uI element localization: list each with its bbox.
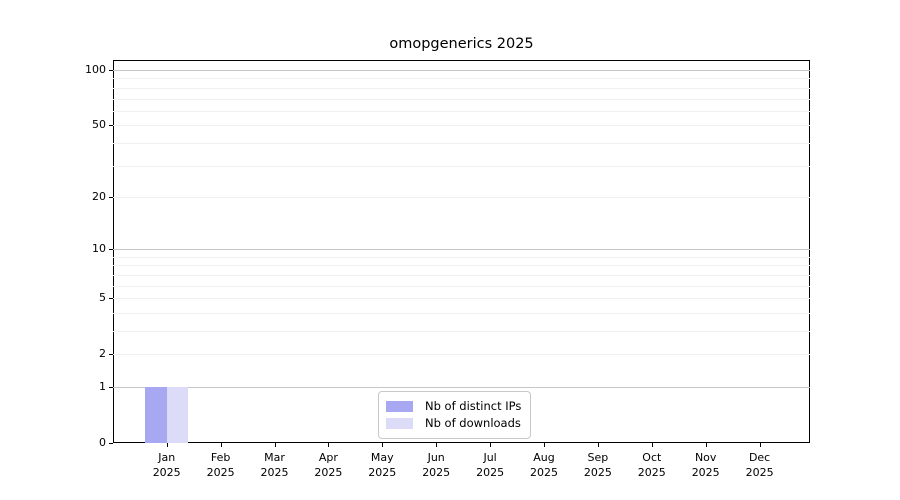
plot-area	[113, 60, 810, 447]
gridline-minor-70	[113, 98, 810, 100]
x-tick-mark-feb	[220, 443, 222, 447]
y-tick-label-2: 2	[99, 347, 106, 361]
y-tick-label-20: 20	[92, 189, 106, 203]
x-tick-year: 2025	[637, 465, 666, 479]
x-tick-label-jan: Jan 2025	[139, 451, 195, 480]
x-tick-mark-dec	[759, 443, 761, 447]
bar-nb-of-distinct-ips-jan	[145, 387, 167, 443]
gridline-minor-50	[113, 125, 810, 127]
x-tick-year: 2025	[745, 465, 774, 479]
x-tick-mark-jul	[490, 443, 492, 447]
x-tick-mark-may	[382, 443, 384, 447]
y-tick-mark-100	[109, 70, 113, 71]
x-tick-year: 2025	[152, 465, 181, 479]
x-tick-year: 2025	[206, 465, 235, 479]
x-tick-label-apr: Apr 2025	[300, 451, 356, 480]
y-tick-mark-1	[109, 387, 113, 388]
x-tick-month: Apr	[318, 451, 338, 464]
x-tick-label-may: May 2025	[354, 451, 410, 480]
gridline-minor-9	[113, 256, 810, 258]
x-tick-year: 2025	[422, 465, 451, 479]
y-tick-mark-0	[109, 443, 113, 444]
legend-label-downloads: Nb of downloads	[425, 416, 521, 430]
x-tick-month: May	[370, 451, 394, 464]
gridline-minor-7	[113, 274, 810, 276]
x-tick-month: Sep	[587, 451, 609, 464]
x-tick-month: Jul	[483, 451, 497, 464]
x-tick-month: Dec	[748, 451, 771, 464]
x-tick-mark-jun	[436, 443, 438, 447]
x-tick-month: Oct	[642, 451, 662, 464]
x-tick-year: 2025	[476, 465, 505, 479]
y-tick-mark-2	[109, 354, 113, 356]
gridline-minor-30	[113, 165, 810, 167]
x-tick-year: 2025	[314, 465, 343, 479]
y-tick-label-1: 1	[99, 380, 106, 393]
x-tick-mark-oct	[651, 443, 653, 447]
y-tick-mark-5	[109, 298, 113, 300]
x-tick-label-feb: Feb 2025	[193, 451, 249, 480]
y-tick-label-10: 10	[92, 242, 106, 256]
y-tick-label-100: 100	[85, 63, 106, 76]
legend-item-downloads: Nb of downloads	[386, 416, 521, 431]
x-tick-label-aug: Aug 2025	[516, 451, 572, 480]
bar-nb-of-downloads-jan	[166, 387, 189, 443]
gridline-minor-5	[113, 298, 810, 300]
x-tick-mark-jan	[166, 443, 168, 447]
gridline-minor-8	[113, 265, 810, 267]
x-tick-year: 2025	[583, 465, 612, 479]
legend: Nb of distinct IPs Nb of downloads	[378, 391, 532, 439]
gridline-minor-20	[113, 196, 810, 198]
x-tick-mark-apr	[328, 443, 330, 447]
y-tick-mark-20	[109, 196, 113, 198]
legend-swatch-downloads-icon	[386, 418, 413, 429]
x-tick-label-oct: Oct 2025	[624, 451, 680, 480]
x-tick-label-jun: Jun 2025	[408, 451, 464, 480]
legend-label-distinct-ips: Nb of distinct IPs	[425, 399, 522, 413]
x-tick-month: Mar	[264, 451, 285, 464]
chart-title: omopgenerics 2025	[389, 36, 534, 52]
x-tick-year: 2025	[691, 465, 720, 479]
x-tick-month: Nov	[694, 451, 717, 464]
x-tick-month: Jan	[158, 451, 176, 464]
gridline-minor-4	[113, 312, 810, 314]
gridline-minor-2	[113, 354, 810, 356]
x-tick-year: 2025	[530, 465, 558, 479]
gridline-minor-40	[113, 142, 810, 144]
x-tick-label-sep: Sep 2025	[570, 451, 626, 480]
gridline-minor-6	[113, 285, 810, 287]
gridline-minor-3	[113, 331, 810, 332]
y-tick-mark-50	[109, 125, 113, 127]
y-tick-label-5: 5	[99, 291, 106, 305]
x-tick-year: 2025	[260, 465, 289, 479]
y-tick-label-50: 50	[92, 118, 106, 132]
x-tick-mark-sep	[597, 443, 599, 447]
x-tick-label-mar: Mar 2025	[247, 451, 303, 480]
gridline-major-1	[113, 387, 810, 388]
x-tick-mark-mar	[274, 443, 276, 447]
legend-swatch-distinct-ips-icon	[386, 401, 413, 412]
x-tick-mark-nov	[705, 443, 707, 447]
x-tick-month: Jun	[427, 451, 445, 464]
x-tick-month: Aug	[533, 451, 555, 464]
x-tick-label-nov: Nov 2025	[678, 451, 734, 480]
x-tick-mark-aug	[544, 443, 545, 447]
x-tick-label-dec: Dec 2025	[732, 451, 788, 480]
y-tick-mark-10	[109, 249, 113, 251]
gridline-major-10	[113, 249, 810, 251]
x-tick-month: Feb	[210, 451, 231, 464]
legend-item-distinct-ips: Nb of distinct IPs	[386, 399, 521, 414]
y-tick-label-0: 0	[99, 436, 106, 449]
gridline-major-100	[113, 70, 810, 71]
gridline-minor-90	[113, 78, 810, 80]
gridline-minor-80	[113, 87, 810, 89]
x-tick-label-jul: Jul 2025	[462, 451, 518, 480]
gridline-minor-60	[113, 110, 810, 112]
x-tick-year: 2025	[368, 465, 397, 479]
